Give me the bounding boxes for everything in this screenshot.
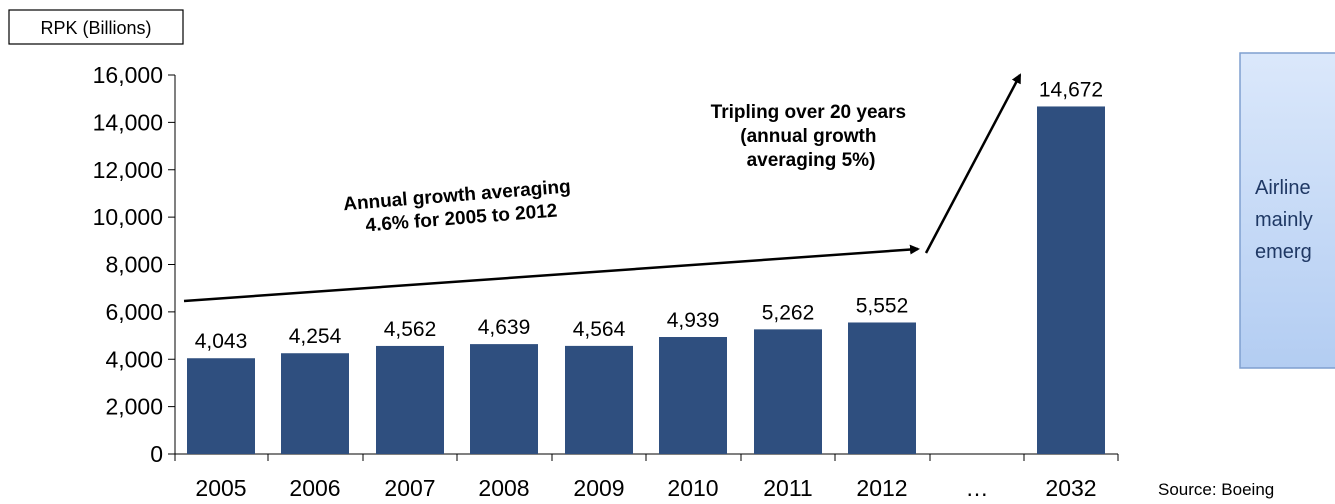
x-tick-label: 2006 [289,475,340,501]
bar-2008 [470,344,538,454]
y-tick-label: 2,000 [105,394,163,420]
y-tick-label: 8,000 [105,252,163,278]
bar-2032 [1037,106,1105,454]
y-tick-label: 12,000 [93,157,163,183]
x-tick-label: 2009 [573,475,624,501]
y-tick-label: 4,000 [105,346,163,372]
y-tick-label: 0 [150,441,163,467]
bar-2007 [376,345,444,454]
x-tick-label: 2032 [1045,475,1096,501]
y-tick-label: 6,000 [105,299,163,325]
data-labels: 4,043 4,254 4,562 4,639 4,564 4,939 5,262 5,552… [195,78,1103,353]
source-note: Source: Boeing [1158,480,1274,499]
y-tick-label: 16,000 [93,62,163,88]
unit-label-box: RPK (Billions) [8,9,184,45]
bar-series [187,106,1105,454]
annotation-growth-2005-2012: Annual growth averaging 4.6% for 2005 to… [343,176,579,238]
data-label-2007: 4,562 [384,318,437,341]
bar-2009 [565,345,633,454]
x-tick-label: 2012 [856,475,907,501]
x-tick-label: 2007 [384,475,435,501]
x-tick-label: 2008 [478,475,529,501]
trend-arrow-2005-2012 [183,244,920,303]
y-axis-unit-label: RPK (Billions) [40,18,151,38]
data-label-2006: 4,254 [289,325,342,348]
data-label-2008: 4,639 [478,316,531,339]
callout-box: Airline mainly emerg [1239,52,1335,369]
y-axis-ticks: 0 2,000 4,000 6,000 8,000 10,000 12,000 14,000 1… [93,62,175,467]
data-label-2032: 14,672 [1039,78,1103,101]
trend-arrow-2012-2032 [924,73,1022,254]
bar-2006 [281,353,349,454]
bar-2011 [754,329,822,454]
x-tick-label: 2010 [667,475,718,501]
data-label-2011: 5,262 [762,301,815,324]
data-label-2009: 4,564 [573,318,626,341]
y-tick-label: 14,000 [93,109,163,135]
bar-2005 [187,358,255,454]
x-tick-label: … [966,475,989,501]
x-axis-ticks: 2005 2006 2007 2008 2009 2010 2011 2012 … 2032 [174,454,1119,501]
x-tick-label: 2005 [195,475,246,501]
x-tick-label: 2011 [763,475,812,501]
bar-2010 [659,337,727,454]
callout-text: Airline mainly emerg [1255,177,1318,263]
bar-2012 [848,322,916,454]
y-tick-label: 10,000 [93,204,163,230]
data-label-2005: 4,043 [195,330,248,353]
data-label-2012: 5,552 [856,294,909,317]
data-label-2010: 4,939 [667,309,720,332]
annotation-tripling-20-years: Tripling over 20 years (annual growth av… [711,102,912,171]
